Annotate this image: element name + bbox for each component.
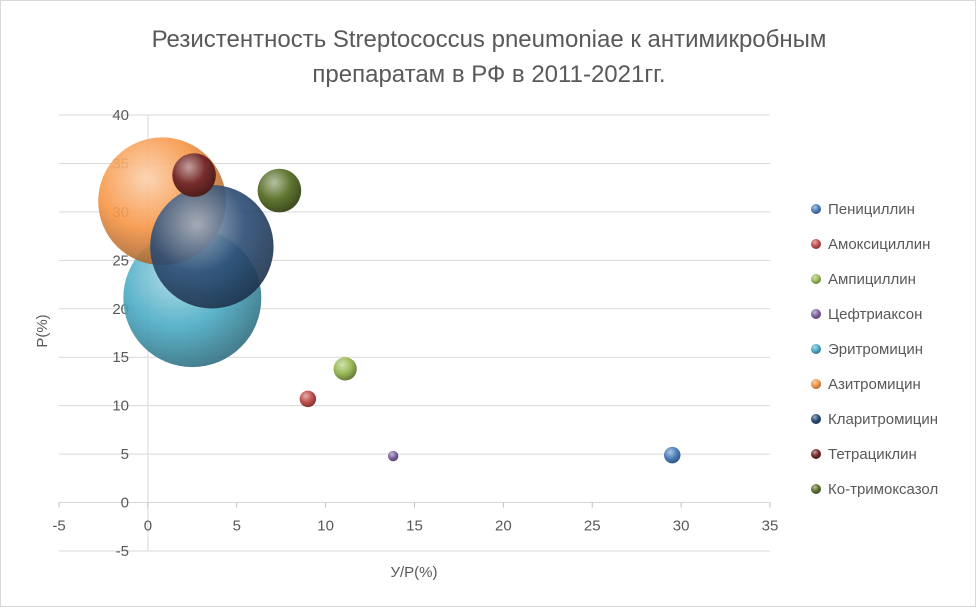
x-tick-label: 30 — [673, 518, 690, 535]
legend-marker-3 — [811, 274, 821, 284]
y-tick-label: 5 — [121, 446, 129, 463]
legend: Пенициллин Амоксициллин Ампициллин Цефтриак… — [811, 201, 938, 498]
legend-label-9: Ко-тримоксазол — [828, 481, 938, 498]
legend-label-4: Цефтриаксон — [828, 306, 922, 323]
x-tick-label: -5 — [52, 518, 65, 535]
legend-label-2: Амоксициллин — [828, 236, 930, 253]
y-tick-label: 25 — [112, 252, 129, 269]
chart-title-line-1: Резистентность Streptococcus pneumoniae … — [152, 26, 827, 53]
legend-label-7: Кларитромицин — [828, 411, 938, 428]
legend-label-1: Пенициллин — [828, 201, 915, 218]
bubble-9 — [257, 168, 302, 213]
legend-marker-9 — [811, 484, 821, 494]
bubble-4 — [387, 450, 399, 462]
x-tick-label: 10 — [317, 518, 334, 535]
bubbles — [98, 137, 681, 464]
x-tick-label: 35 — [762, 518, 779, 535]
legend-marker-5 — [811, 344, 821, 354]
bubble-7 — [150, 185, 274, 309]
x-tick-label: 0 — [144, 518, 152, 535]
bubble-2 — [299, 390, 317, 408]
x-tick-label: 20 — [495, 518, 512, 535]
y-tick-label: 15 — [112, 349, 129, 366]
x-axis-title: У/Р(%) — [390, 564, 437, 581]
bubble-3 — [333, 357, 357, 381]
bubble-8 — [172, 153, 216, 197]
legend-marker-2 — [811, 239, 821, 249]
legend-marker-4 — [811, 309, 821, 319]
legend-marker-7 — [811, 414, 821, 424]
legend-label-5: Эритромицин — [828, 341, 923, 358]
x-tick-label: 15 — [406, 518, 423, 535]
chart-title-line-2: препаратам в РФ в 2011-2021гг. — [312, 61, 665, 88]
y-tick-label: -5 — [116, 543, 129, 560]
legend-marker-8 — [811, 449, 821, 459]
y-axis-title: Р(%) — [34, 314, 51, 347]
legend-label-6: Азитромицин — [828, 376, 921, 393]
y-tick-label: 40 — [112, 107, 129, 124]
x-tick-label: 5 — [233, 518, 241, 535]
y-tick-label: 0 — [121, 495, 129, 512]
legend-label-8: Тетрациклин — [828, 446, 917, 463]
legend-marker-6 — [811, 379, 821, 389]
legend-label-3: Ампициллин — [828, 271, 916, 288]
x-tick-label: 25 — [584, 518, 601, 535]
legend-marker-1 — [811, 204, 821, 214]
y-tick-label: 10 — [112, 398, 129, 415]
bubble-1 — [663, 446, 681, 464]
